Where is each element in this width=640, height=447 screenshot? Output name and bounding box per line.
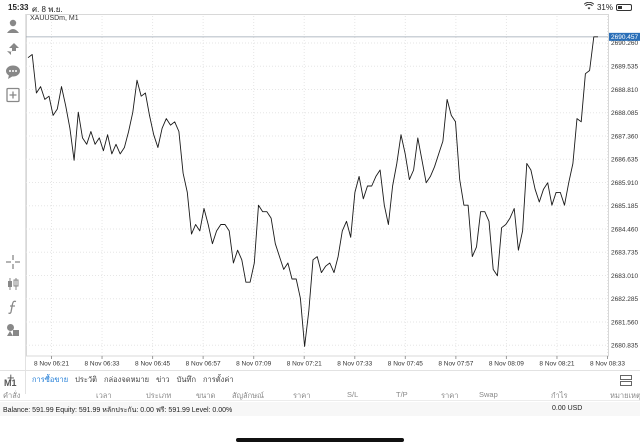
x-tick-label: 8 Nov 07:57 [438,361,473,368]
battery-fill [618,5,623,9]
y-tick-label: 2683.010 [611,273,638,280]
terminal-tabs: การซื้อขาย ประวัติ กล่องจดหมาย ข่าว บันทึก กา… [32,374,234,386]
y-tick-label: 2681.560 [611,319,638,326]
candlestick-icon[interactable] [5,276,21,292]
function-icon[interactable] [5,299,21,315]
y-tick-label: 2690.260 [611,40,638,47]
battery-icon [616,3,632,11]
tab-0[interactable]: การซื้อขาย [32,375,69,384]
tab-2[interactable]: กล่องจดหมาย [104,375,150,384]
x-tick-label: 8 Nov 06:45 [135,361,170,368]
add-tab-button[interactable]: + [7,370,15,385]
y-tick-label: 2682.285 [611,296,638,303]
y-tick-label: 2684.460 [611,226,638,233]
x-tick-label: 8 Nov 07:45 [388,361,423,368]
current-price-tag [609,32,640,41]
balance-bar: Balance: 591.99 Equity: 591.99 หลักประกั… [0,402,640,416]
add-chart-icon[interactable] [5,87,21,103]
x-tick-label: 8 Nov 07:09 [236,361,271,368]
x-tick-label: 8 Nov 07:21 [287,361,322,368]
x-tick-label: 8 Nov 08:09 [489,361,524,368]
column-header-1: เวลา [96,391,112,400]
column-header-5: ราคา [293,391,311,400]
y-tick-label: 2689.535 [611,63,638,70]
y-tick-label: 2685.910 [611,180,638,187]
y-tick-label: 2685.185 [611,203,638,210]
layout-toggle-icon[interactable] [620,373,632,391]
status-bar: 15:33 ศ. 8 พ.ย. 31% [0,0,640,14]
trade-arrows-icon[interactable] [5,41,21,57]
column-header-11: หมายเหตุ [610,391,640,400]
y-tick-label: 2683.735 [611,250,638,257]
x-tick-label: 8 Nov 06:21 [34,361,69,368]
x-tick-label: 8 Nov 07:33 [337,361,372,368]
tab-4[interactable]: บันทึก [176,375,197,384]
timeframe-button[interactable]: M1 [4,378,17,388]
column-header-8: ราคา [441,391,459,400]
terminal-tab-bar: + การซื้อขาย ประวัติ กล่องจดหมาย ข่าว บันทึก… [0,370,640,386]
x-tick-label: 8 Nov 08:21 [539,361,574,368]
x-tick-label: 8 Nov 06:57 [186,361,221,368]
tab-1[interactable]: ประวัติ [75,375,98,384]
tab-3[interactable]: ข่าว [156,375,170,384]
status-date: ศ. 8 พ.ย. [32,5,63,14]
tab-5[interactable]: การตั้งค่า [203,375,234,384]
column-header-3: ขนาด [196,391,216,400]
home-indicator[interactable] [236,438,404,442]
price-chart[interactable]: 2690.260 2689.535 2688.810 2688.085 2687.360… [26,14,640,394]
x-tick-label: 8 Nov 08:33 [590,361,625,368]
status-indicators: 31% [583,1,632,12]
status-time: 15:33 [8,3,29,12]
column-header-4: สัญลักษณ์ [232,391,265,400]
column-header-0: คำสั่ง [3,391,21,400]
price-series-line [27,36,598,347]
chat-icon[interactable] [5,64,21,80]
person-icon[interactable] [5,18,21,34]
y-tick-label: 2688.085 [611,110,638,117]
battery-percent: 31% [596,2,613,12]
y-tick-label: 2688.810 [611,87,638,94]
y-tick-label: 2680.835 [611,343,638,350]
left-toolbar: M1 [0,14,26,394]
crosshair-icon[interactable] [5,254,21,270]
column-header-2: ประเภท [146,391,172,400]
column-header-6: S/L [347,390,359,399]
y-tick-label: 2687.360 [611,133,638,140]
wifi-icon [583,1,595,12]
column-header-9: Swap [479,390,498,399]
x-tick-label: 8 Nov 06:33 [85,361,120,368]
chart-canvas[interactable]: 2690.260 2689.535 2688.810 2688.085 2687.360… [26,14,640,370]
plot-frame [26,14,609,357]
trade-columns-header: คำสั่ง เวลา ประเภท ขนาด สัญลักษณ์ ราคา S/L T/P ร… [0,387,640,401]
current-price-value: 2690.457 [611,34,638,41]
y-tick-label: 2686.635 [611,157,638,164]
profit-total: 0.00 USD [552,405,583,412]
objects-icon[interactable] [5,322,21,338]
column-header-10: กำไร [551,391,568,400]
balance-summary: Balance: 591.99 Equity: 591.99 หลักประกั… [3,407,233,414]
chart-symbol-label: XAUUSDm, M1 [30,15,79,22]
column-header-7: T/P [396,390,408,399]
